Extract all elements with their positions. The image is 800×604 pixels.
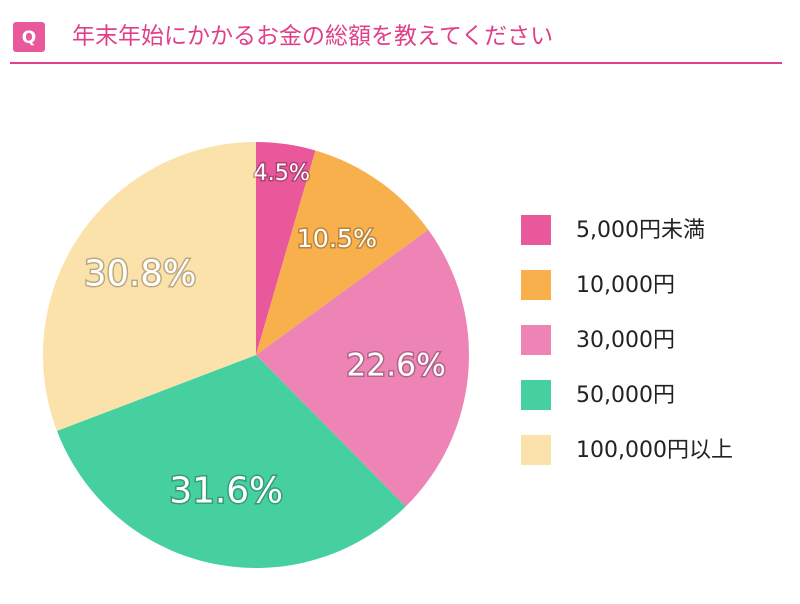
pie-slice	[256, 229, 469, 507]
slice-label: 22.6%	[346, 347, 445, 383]
badge: Q	[22, 28, 36, 48]
pie-slice	[256, 150, 429, 355]
legend-swatch	[521, 270, 551, 300]
slice-label: 31.6%	[169, 470, 283, 511]
legend-label: 50,000円	[576, 383, 675, 408]
legend-swatch	[521, 380, 551, 410]
legend-label: 10,000円	[576, 273, 675, 298]
slice-label: 10.5%	[297, 224, 377, 253]
legend-swatch	[521, 325, 551, 355]
slice-label: 30.8%	[84, 253, 196, 294]
legend-label: 30,000円	[576, 328, 675, 353]
slice-label: 4.5%	[254, 160, 311, 186]
badge-box	[13, 22, 45, 52]
pie-slice	[42, 142, 256, 431]
legend-swatch	[521, 435, 551, 465]
pie-slice	[56, 355, 406, 568]
legend-label: 100,000円以上	[576, 438, 733, 463]
chart-title: 年末年始にかかるお金の総額を教えてください	[72, 24, 553, 50]
legend-label: 5,000円未満	[576, 218, 705, 243]
legend-swatch	[521, 215, 551, 245]
pie-slice	[256, 142, 316, 355]
